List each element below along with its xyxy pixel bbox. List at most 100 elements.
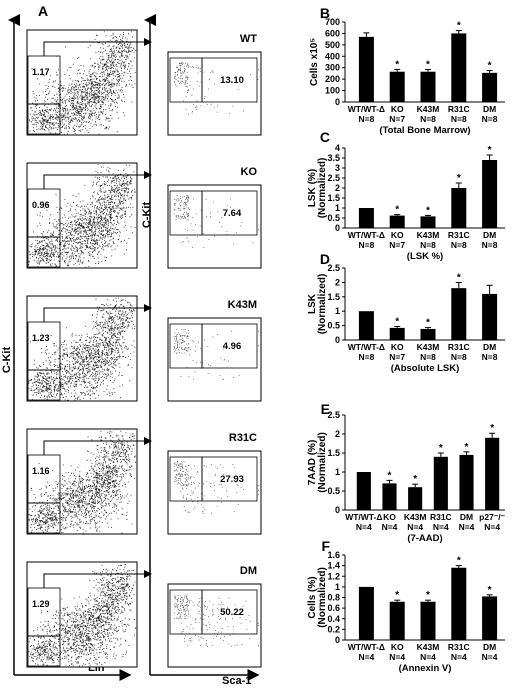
lsk-percent: 50.22	[220, 607, 244, 618]
y-tick-label: 600	[325, 28, 340, 38]
x-axis-label: (LSK %)	[407, 251, 443, 262]
y-tick-label: 300	[325, 63, 340, 73]
genotype-label: R31C	[229, 432, 257, 444]
y-tick-label: 0.2	[327, 624, 340, 634]
n-label: N=8	[420, 240, 436, 250]
bar	[485, 437, 500, 510]
y-tick-label: 2	[335, 183, 340, 193]
category-label: KO	[391, 230, 404, 240]
lin-gate-percent: 1.29	[32, 599, 50, 609]
y-axis-label: LSK (%)	[307, 169, 318, 207]
category-label: K43M	[417, 230, 440, 240]
n-label: N=8	[358, 240, 374, 250]
category-label: KO	[383, 512, 396, 522]
lin-lower-gate	[27, 103, 61, 135]
panel-label-f: F	[321, 538, 330, 554]
gate-arrow	[43, 304, 152, 322]
gate-arrow	[43, 38, 152, 56]
y-tick-label: 2.5	[327, 173, 340, 183]
category-label: KO	[391, 642, 404, 652]
gate-arrow	[43, 570, 152, 588]
n-label: N=4	[482, 652, 498, 662]
y-tick-label: 1.2	[327, 571, 340, 581]
gate-arrow	[43, 171, 152, 189]
y-tick-label: 2	[335, 429, 340, 439]
category-label: R31C	[448, 230, 470, 240]
flow-row-3: 1.23 K43M 4.96	[26, 295, 262, 402]
x-axis-label: (7-AAD)	[407, 533, 442, 544]
y-tick-label: 1.5	[327, 193, 340, 203]
category-label: DM	[483, 104, 496, 114]
category-label: WT/WT-Δ	[348, 104, 385, 114]
bar	[420, 329, 436, 340]
y-tick-label: 0.4	[327, 614, 340, 624]
category-label: WT/WT-Δ	[348, 342, 385, 352]
significance-mark: *	[465, 442, 469, 453]
category-label: DM	[460, 512, 473, 522]
significance-mark: *	[426, 590, 430, 601]
lsk-percent: 13.10	[220, 75, 244, 86]
lin-plot-frame	[26, 162, 138, 269]
bar	[358, 586, 374, 640]
lin-lower-gate	[27, 236, 61, 268]
category-label: R31C	[448, 104, 470, 114]
n-label: N=4	[451, 652, 467, 662]
x-axis-label: (Total Bone Marrow)	[379, 125, 470, 136]
y-tick-label: 400	[325, 51, 340, 61]
y-axis-label: Cells (%)	[307, 576, 318, 618]
sca1-plot-points	[173, 461, 259, 514]
flow-row-4: 1.16 R31C 27.93	[26, 428, 262, 535]
y-axis-label: Cells x10⁵	[309, 38, 320, 86]
category-label: R31C	[448, 642, 470, 652]
significance-mark: *	[457, 556, 461, 567]
category-label: K43M	[417, 642, 440, 652]
significance-mark: *	[395, 59, 399, 70]
y-tick-label: 500	[325, 40, 340, 50]
n-label: N=4	[358, 652, 374, 662]
bar	[408, 487, 423, 510]
significance-mark: *	[490, 423, 494, 434]
category-label: WT/WT-Δ	[348, 642, 385, 652]
y-tick-label: 0	[335, 97, 340, 107]
flow-row-2: 0.96 KO 7.64	[26, 162, 262, 269]
category-label: R31C	[430, 512, 452, 522]
bar	[382, 483, 397, 510]
category-label: DM	[483, 642, 496, 652]
category-label: p27⁻/⁻	[479, 512, 505, 522]
lsk-gate	[201, 323, 258, 369]
significance-mark: *	[426, 205, 430, 216]
n-label: N=8	[451, 352, 467, 362]
sca1-plot-frame	[167, 184, 262, 269]
n-label: N=7	[389, 240, 405, 250]
n-label: N=8	[482, 240, 498, 250]
bar-chart-e: E 0 0.5 1 1.5 2 2.5 7AAD (%) (Normalized) WT/WT-Δ…	[307, 401, 506, 544]
x-axis-label: (Annexin V)	[399, 663, 452, 674]
genotype-label: DM	[240, 565, 257, 577]
y-axis-label-normalized: (Normalized)	[317, 567, 328, 628]
y-tick-label: 1	[335, 467, 340, 477]
lin-plot-dots	[28, 164, 136, 268]
significance-mark: *	[488, 145, 492, 156]
bar	[482, 596, 498, 640]
y-tick-label: 0.8	[327, 593, 340, 603]
category-label: DM	[483, 230, 496, 240]
y-tick-label: 0.6	[327, 603, 340, 613]
bar	[451, 288, 467, 340]
lsk-percent: 7.64	[223, 208, 242, 219]
significance-mark: *	[388, 470, 392, 481]
panel-label-a: A	[38, 3, 48, 19]
significance-mark: *	[457, 272, 461, 283]
lin-plot-dots	[28, 563, 137, 667]
right-x-axis-label: Sca-1	[222, 675, 251, 687]
category-label: K43M	[417, 104, 440, 114]
y-axis-label-normalized: (Normalized)	[317, 274, 328, 335]
lsk-gate	[201, 456, 258, 502]
sca1-plot-frame	[167, 583, 262, 668]
y-tick-label: 1.5	[327, 448, 340, 458]
n-label: N=7	[389, 352, 405, 362]
n-label: N=4	[407, 522, 423, 532]
bar-chart-c: C 00.511.522.533.54 LSK (%) (Normalized) WT/…	[307, 129, 505, 262]
n-label: N=4	[389, 652, 405, 662]
y-tick-label: 3	[335, 163, 340, 173]
